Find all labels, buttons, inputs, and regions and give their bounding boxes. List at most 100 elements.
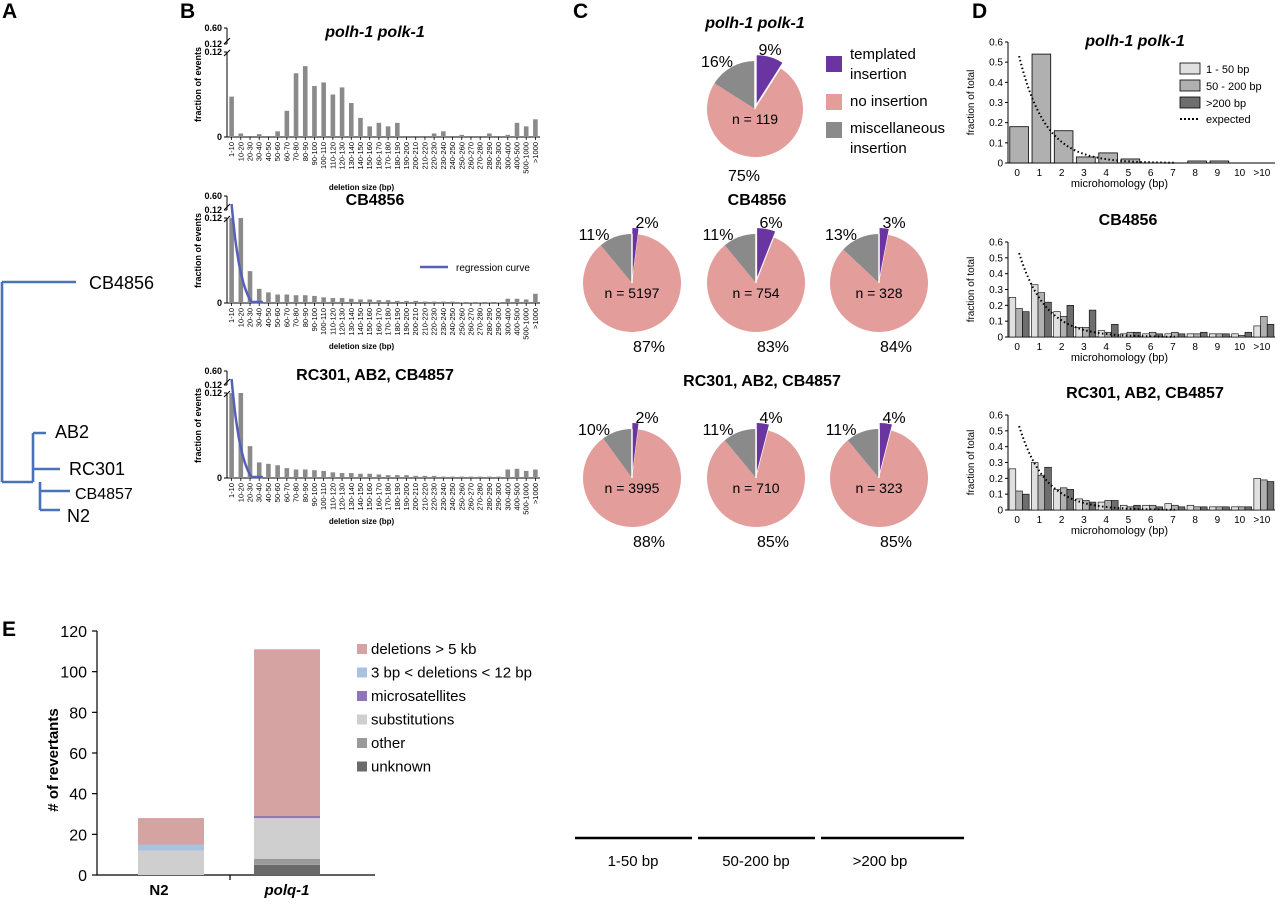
b-xtick-label: >1000: [531, 483, 540, 504]
e-ytick-label: 40: [69, 787, 87, 804]
b-bar: [496, 302, 501, 303]
b-bar: [459, 134, 465, 137]
b-xtick-label: 70-80: [292, 483, 301, 502]
d-ytick-label: 0.4: [989, 269, 1003, 280]
b-bar: [441, 476, 446, 478]
c-label-no-insertion: 85%: [880, 534, 912, 551]
b-bar: [523, 470, 529, 478]
b-title-top: polh-1 polk-1: [324, 24, 425, 41]
b-bar: [385, 126, 391, 137]
c-n-label: n = 323: [855, 480, 902, 496]
b-xtick-label: 170-180: [384, 483, 393, 511]
d-ylabel: fraction of total: [966, 257, 977, 323]
d-ytick-label: 0.1: [989, 490, 1003, 501]
d-ytick-label: 0.3: [989, 98, 1003, 109]
e-ytick-label: 80: [69, 705, 87, 722]
c-label-misc: 16%: [701, 54, 733, 71]
c-label-no-insertion: 83%: [757, 339, 789, 356]
e-legend-label: 3 bp < deletions < 12 bp: [371, 665, 532, 682]
c-legend-templated-2: insertion: [850, 66, 907, 83]
c-slice-no-insertion: [583, 234, 682, 332]
c-label-misc: 11%: [703, 227, 734, 244]
b-ytick-label: 0: [217, 132, 222, 142]
b-xtick-label: 140-150: [356, 483, 365, 511]
c-label-templated: 2%: [635, 215, 658, 232]
d-xtick-label: 8: [1192, 168, 1198, 179]
b-xtick-label: 500-1000: [522, 308, 531, 340]
b-bar: [422, 301, 428, 303]
c-legend-swatch-templated: [826, 56, 842, 72]
d-ytick-label: 0.4: [989, 442, 1003, 453]
b-bar: [275, 465, 280, 478]
b-bar: [256, 134, 262, 137]
c-label-templated: 9%: [758, 42, 781, 59]
c-label-no-insertion: 85%: [757, 534, 789, 551]
b-ytick-label: 0.12: [204, 213, 222, 223]
b-xtick-label: 40-50: [264, 483, 273, 502]
b-bar: [321, 470, 326, 478]
b-xtick-label: 250-260: [457, 483, 466, 511]
d-ytick-label: 0.4: [989, 78, 1003, 89]
b-xtick-label: 50-60: [273, 308, 282, 327]
b-xtick-label: 40-50: [264, 142, 273, 161]
d-xtick-label: 0: [1014, 515, 1020, 526]
b-bar: [450, 301, 455, 303]
e-bar-segment: [254, 864, 320, 875]
d-xtick-label: 5: [1126, 168, 1132, 179]
b-xtick-label: 110-120: [328, 483, 337, 510]
b-xtick-label: 150-160: [365, 308, 374, 336]
d-bar: [1009, 126, 1029, 164]
b-ylabel: fraction of events: [193, 47, 203, 122]
d-ytick-label: 0.2: [989, 474, 1003, 485]
c-slice-templated: [632, 228, 639, 278]
b-bar: [431, 475, 437, 478]
d-bar: [1266, 324, 1275, 338]
b-bar: [358, 299, 363, 303]
d-xtick-label: 6: [1148, 342, 1154, 353]
c-n-label: n = 710: [732, 480, 779, 496]
b-bar: [422, 475, 428, 478]
d-xtick-label: 3: [1081, 515, 1087, 526]
phylo-tree: [0, 280, 76, 512]
d-xlabel: microhomology (bp): [1071, 178, 1168, 190]
e-ytick-label: 100: [60, 665, 87, 682]
d-bar: [1066, 305, 1074, 338]
d-xtick-label: 8: [1192, 342, 1198, 353]
d-bar: [1237, 335, 1246, 338]
d-xtick-label: 3: [1081, 342, 1087, 353]
d-xtick-label: 5: [1126, 342, 1132, 353]
b-xtick-label: 200-210: [411, 483, 420, 511]
e-legend-label: substitutions: [371, 712, 454, 729]
b-bar: [339, 473, 345, 478]
d-xtick-label: 0: [1014, 342, 1020, 353]
c-slice-no-insertion: [829, 430, 928, 527]
b-xtick-label: 270-280: [476, 308, 485, 336]
d-bar: [1209, 160, 1230, 164]
b-xtick-label: 210-220: [420, 308, 429, 336]
c-legend-swatch-misc: [826, 122, 842, 138]
d-xtick-label: 2: [1059, 342, 1065, 353]
b-xtick-label: 20-30: [246, 142, 255, 161]
d-ytick-label: 0: [997, 506, 1003, 517]
d-ytick-label: 0: [997, 159, 1003, 170]
b-bar: [256, 462, 262, 478]
d-bar: [1015, 490, 1023, 511]
b-xtick-label: 120-130: [338, 483, 347, 511]
d-ytick-label: 0.3: [989, 458, 1003, 469]
d-ytick-label: 0.1: [989, 138, 1003, 149]
c-label-no-insertion: 87%: [633, 339, 665, 356]
b-bar: [293, 469, 299, 478]
b-xtick-label: 260-270: [466, 142, 475, 170]
c-slice-no-insertion: [707, 68, 803, 158]
b-xtick-label: 400-500: [512, 308, 521, 336]
b-ytick-label: 0.12: [204, 380, 222, 390]
d-ytick-label: 0.5: [989, 426, 1003, 437]
d-bar: [1098, 152, 1118, 164]
d-bar: [1260, 479, 1268, 511]
b-xtick-label: 130-140: [347, 142, 356, 170]
d-bar: [1076, 156, 1096, 164]
d-ytick-label: 0.3: [989, 285, 1003, 296]
d-bar: [1231, 333, 1239, 338]
c-col-3: >200 bp: [853, 853, 908, 870]
b-axis: [226, 371, 540, 479]
